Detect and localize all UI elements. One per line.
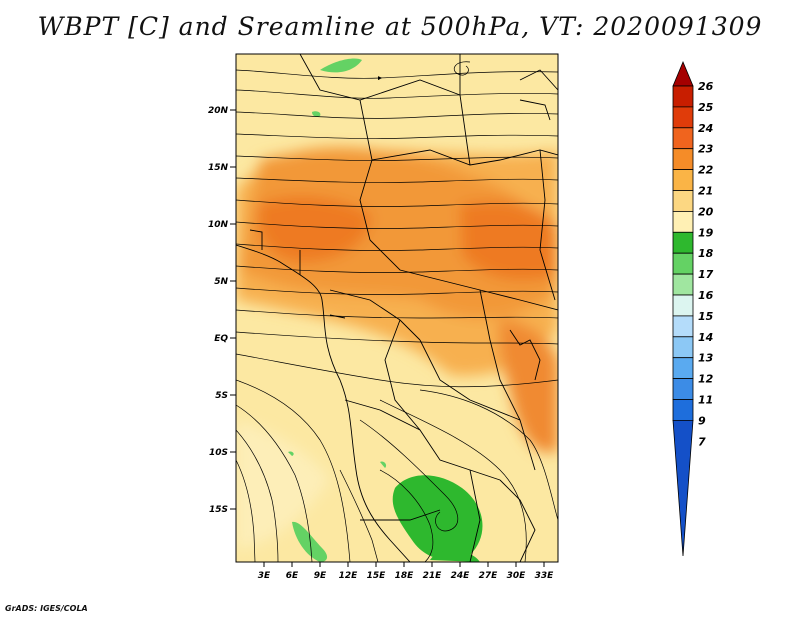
lon-label-3e: 3E [258, 571, 271, 581]
colorbar-swatch [672, 190, 694, 212]
lon-label-33e: 33E [535, 571, 555, 581]
lon-label-12e: 12E [339, 571, 359, 581]
colorbar-label: 13 [698, 352, 714, 365]
colorbar-label: 17 [698, 268, 714, 281]
colorbar-label: 7 [698, 435, 706, 448]
country-borders [236, 54, 558, 562]
colorbar-label: 9 [698, 414, 706, 427]
lon-label-30e: 30E [507, 571, 527, 581]
temperature-shading [236, 146, 558, 550]
lat-label-eq: EQ [214, 334, 228, 344]
colorbar-swatch [672, 273, 694, 296]
lat-label-15s: 15S [209, 505, 228, 515]
colorbar-swatch [672, 294, 694, 317]
latitude-axis [230, 109, 236, 510]
colorbar-swatch [672, 399, 694, 421]
colorbar-label: 24 [698, 122, 713, 135]
colorbar-label: 26 [698, 80, 714, 93]
colorbar-label: 12 [698, 373, 714, 386]
lon-label-18e: 18E [395, 571, 415, 581]
colorbar-label: 21 [698, 185, 713, 198]
longitude-labels: 3E 6E 9E 12E 15E 18E 21E 24E 27E 30E 33E [258, 571, 554, 581]
grads-credit: GrADS: IGES/COLA [5, 604, 88, 613]
map-frame [235, 53, 559, 563]
colorbar-label: 11 [698, 394, 713, 407]
lat-label-5s: 5S [215, 391, 228, 401]
lon-label-24e: 24E [451, 571, 471, 581]
green-areas [288, 58, 483, 562]
colorbar-swatch [672, 378, 694, 400]
colorbar-swatch [672, 210, 694, 233]
latitude-labels: 20N 15N 10N 5N EQ 5S 10S 15S [208, 106, 229, 515]
colorbar-label: 19 [698, 226, 714, 239]
lat-label-5n: 5N [214, 277, 228, 287]
colorbar: 26 25 24 23 22 21 20 19 18 17 16 15 14 13 12 11 9 7 [672, 60, 714, 557]
lat-label-10s: 10S [209, 448, 228, 458]
colorbar-bottom-arrow [672, 420, 694, 557]
colorbar-label: 15 [698, 310, 714, 323]
lat-label-15n: 15N [208, 163, 229, 173]
colorbar-label: 23 [698, 143, 714, 156]
colorbar-top-arrow [672, 60, 694, 87]
colorbar-swatch [672, 336, 694, 359]
lon-label-27e: 27E [479, 571, 499, 581]
colorbar-swatch [672, 169, 694, 191]
colorbar-swatch [672, 357, 694, 380]
colorbar-swatch [672, 231, 694, 254]
longitude-axis [263, 562, 545, 567]
lon-label-15e: 15E [367, 571, 387, 581]
lon-label-21e: 21E [423, 571, 443, 581]
lat-label-20n: 20N [208, 106, 229, 116]
lat-label-10n: 10N [208, 220, 229, 230]
colorbar-swatch [672, 252, 694, 275]
colorbar-label: 16 [698, 289, 714, 302]
colorbar-swatch [672, 106, 694, 129]
colorbar-swatch [672, 315, 694, 338]
colorbar-label: 25 [698, 101, 714, 114]
map-plot-area [236, 54, 558, 562]
colorbar-label: 22 [698, 164, 714, 177]
streamlines [236, 61, 558, 562]
colorbar-label: 18 [698, 247, 714, 260]
lon-label-9e: 9E [314, 571, 327, 581]
map-title: WBPT [C] and Sreamline at 500hPa, VT: 20… [37, 12, 763, 41]
colorbar-label: 20 [698, 205, 714, 218]
colorbar-swatch [672, 127, 694, 150]
lon-label-6e: 6E [286, 571, 299, 581]
colorbar-label: 14 [698, 331, 713, 344]
colorbar-swatch [672, 148, 694, 170]
colorbar-swatch [672, 85, 694, 108]
